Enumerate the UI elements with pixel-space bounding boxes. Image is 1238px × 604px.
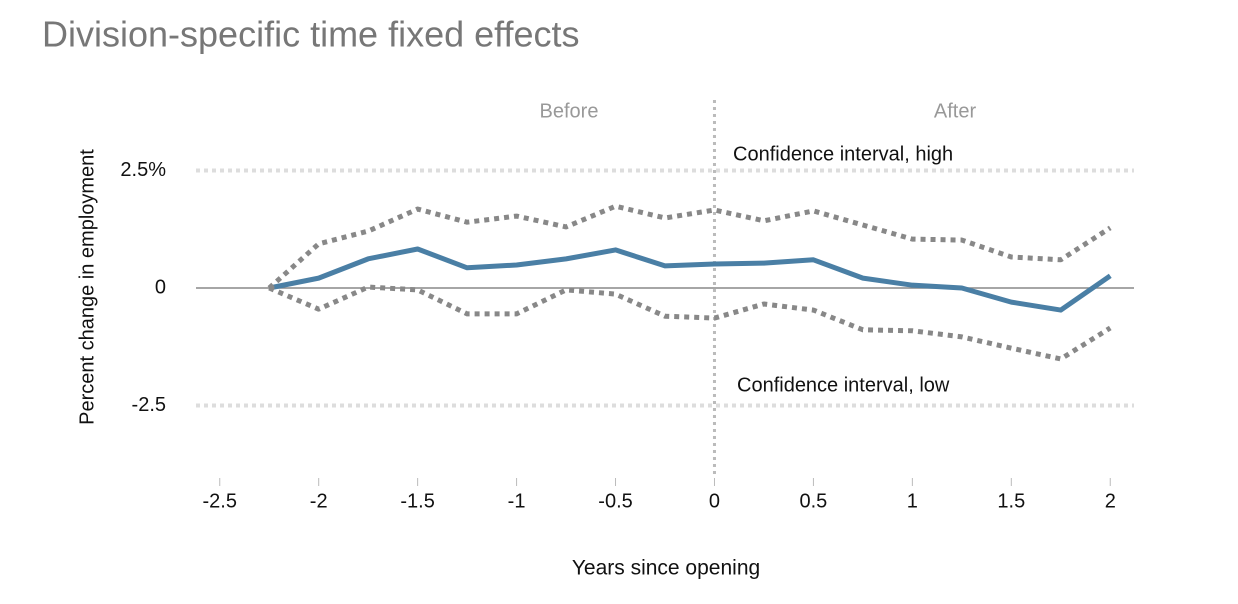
- x-axis-label: Years since opening: [572, 557, 760, 580]
- x-tick-label: -1.5: [400, 490, 434, 512]
- ci-line: [268, 284, 1112, 362]
- x-tick-label: 0.5: [800, 490, 828, 512]
- chart-title: Division-specific time fixed effects: [42, 14, 580, 55]
- x-tick-label: 2: [1105, 490, 1116, 512]
- series-label: Confidence interval, high: [733, 143, 953, 165]
- y-tick-label: 0: [155, 276, 166, 298]
- x-tick-label: -2.5: [203, 490, 237, 512]
- x-tick-label: -1: [508, 490, 526, 512]
- annotation: Before: [540, 100, 599, 122]
- x-tick-label: 0: [709, 490, 720, 512]
- ci-line: [267, 203, 1112, 290]
- series-label: Confidence interval, low: [737, 374, 950, 396]
- x-tick-label: -2: [310, 490, 328, 512]
- x-tick-label: 1.5: [997, 490, 1025, 512]
- y-axis-label: Percent change in employment: [76, 149, 98, 425]
- data-line: [268, 246, 1112, 313]
- x-tick-label: -0.5: [598, 490, 632, 512]
- y-tick-label: 2.5%: [120, 159, 166, 181]
- x-tick-label: 1: [907, 490, 918, 512]
- y-tick-label: -2.5: [132, 394, 166, 416]
- annotation: After: [934, 100, 977, 122]
